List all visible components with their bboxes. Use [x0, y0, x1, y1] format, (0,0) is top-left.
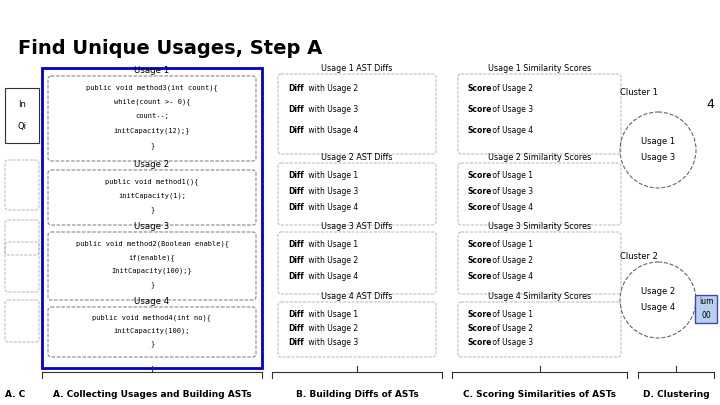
- Text: Cluster 1: Cluster 1: [620, 88, 658, 97]
- Text: In: In: [18, 100, 26, 109]
- Text: with Usage 3: with Usage 3: [306, 105, 359, 114]
- Text: of Usage 1: of Usage 1: [490, 240, 533, 249]
- Text: Usage 3 AST Diffs: Usage 3 AST Diffs: [321, 222, 392, 231]
- Text: Diff: Diff: [288, 324, 304, 333]
- Text: count--;: count--;: [135, 113, 169, 119]
- Text: of Usage 2: of Usage 2: [490, 256, 533, 265]
- Text: Diff: Diff: [288, 171, 304, 180]
- Text: Score: Score: [468, 187, 492, 196]
- Text: A. Collecting Usages and Building ASTs: A. Collecting Usages and Building ASTs: [53, 390, 251, 399]
- Text: initCapacity(1);: initCapacity(1);: [118, 192, 186, 199]
- Text: Find Unique Usages, Step A: Find Unique Usages, Step A: [18, 38, 323, 58]
- Text: public void method2(Boolean enable){: public void method2(Boolean enable){: [76, 240, 228, 247]
- Text: initCapacity(100);: initCapacity(100);: [114, 327, 190, 334]
- Text: A. C: A. C: [5, 390, 25, 399]
- Text: with Usage 4: with Usage 4: [306, 126, 359, 135]
- Text: Usage 4: Usage 4: [641, 303, 675, 313]
- Text: of Usage 3: of Usage 3: [490, 105, 533, 114]
- Text: while(count >- 0){: while(count >- 0){: [114, 99, 190, 105]
- Text: of Usage 3: of Usage 3: [490, 187, 533, 196]
- Text: }: }: [150, 206, 154, 213]
- Text: InitCapacity(100);}: InitCapacity(100);}: [112, 268, 192, 275]
- Text: of Usage 4: of Usage 4: [490, 203, 533, 212]
- Text: of Usage 1: of Usage 1: [490, 171, 533, 180]
- Text: Diff: Diff: [288, 105, 304, 114]
- Text: Diff: Diff: [288, 84, 304, 93]
- Text: Diff: Diff: [288, 187, 304, 196]
- Text: with Usage 3: with Usage 3: [306, 338, 359, 347]
- Text: with Usage 4: with Usage 4: [306, 272, 359, 281]
- Text: with Usage 2: with Usage 2: [306, 84, 358, 93]
- Text: Score: Score: [468, 338, 492, 347]
- Text: Usage 4 Similarity Scores: Usage 4 Similarity Scores: [488, 292, 591, 301]
- Text: Usage 1: Usage 1: [135, 66, 170, 75]
- Text: Diff: Diff: [288, 272, 304, 281]
- Text: with Usage 1: with Usage 1: [306, 310, 358, 319]
- Text: with Usage 2: with Usage 2: [306, 324, 358, 333]
- Text: if(enable){: if(enable){: [129, 254, 176, 261]
- Text: C. Scoring Similarities of ASTs: C. Scoring Similarities of ASTs: [463, 390, 616, 399]
- Text: Usage 3: Usage 3: [641, 153, 675, 162]
- Text: with Usage 1: with Usage 1: [306, 171, 358, 180]
- Text: Diff: Diff: [288, 126, 304, 135]
- Text: Qi: Qi: [17, 122, 27, 131]
- Text: }: }: [150, 281, 154, 288]
- Text: of Usage 1: of Usage 1: [490, 310, 533, 319]
- Text: Usage 3 Similarity Scores: Usage 3 Similarity Scores: [488, 222, 591, 231]
- Text: of Usage 4: of Usage 4: [490, 126, 533, 135]
- Text: }: }: [150, 142, 154, 149]
- Text: Diff: Diff: [288, 203, 304, 212]
- Text: public void method1(){: public void method1(){: [105, 178, 199, 185]
- Text: of Usage 3: of Usage 3: [490, 338, 533, 347]
- Text: ium: ium: [698, 298, 714, 307]
- Text: of Usage 2: of Usage 2: [490, 324, 533, 333]
- Text: Score: Score: [468, 256, 492, 265]
- Text: Usage 4 AST Diffs: Usage 4 AST Diffs: [321, 292, 392, 301]
- Text: Usage 1 Similarity Scores: Usage 1 Similarity Scores: [488, 64, 591, 73]
- Text: Usage 2 AST Diffs: Usage 2 AST Diffs: [321, 153, 392, 162]
- Text: Diff: Diff: [288, 310, 304, 319]
- Text: Diff: Diff: [288, 256, 304, 265]
- Text: Usage 2: Usage 2: [641, 288, 675, 296]
- Text: 00: 00: [701, 311, 711, 320]
- Text: public void method3(int count){: public void method3(int count){: [86, 84, 218, 91]
- Text: with Usage 2: with Usage 2: [306, 256, 358, 265]
- Text: 4: 4: [706, 98, 714, 111]
- Text: Score: Score: [468, 272, 492, 281]
- Text: Score: Score: [468, 240, 492, 249]
- Text: Score: Score: [468, 84, 492, 93]
- Text: Score: Score: [468, 126, 492, 135]
- Text: Usage 4: Usage 4: [135, 297, 170, 306]
- FancyBboxPatch shape: [695, 295, 717, 323]
- Text: }: }: [150, 340, 154, 347]
- Text: Usage 2 Similarity Scores: Usage 2 Similarity Scores: [488, 153, 591, 162]
- Text: Cluster 2: Cluster 2: [620, 252, 658, 261]
- Text: Score: Score: [468, 171, 492, 180]
- Text: Score: Score: [468, 324, 492, 333]
- Text: Score: Score: [468, 310, 492, 319]
- Text: public void method4(int no){: public void method4(int no){: [92, 315, 212, 322]
- Text: Usage 1: Usage 1: [641, 138, 675, 147]
- Text: Usage 3: Usage 3: [135, 222, 170, 231]
- Text: Diff: Diff: [288, 240, 304, 249]
- Text: Score: Score: [468, 203, 492, 212]
- Text: D. Clustering: D. Clustering: [643, 390, 709, 399]
- Text: Diff: Diff: [288, 338, 304, 347]
- Text: with Usage 1: with Usage 1: [306, 240, 358, 249]
- Text: Usage 2: Usage 2: [135, 160, 170, 169]
- Text: Score: Score: [468, 105, 492, 114]
- Text: of Usage 4: of Usage 4: [490, 272, 533, 281]
- Text: Usage 1 AST Diffs: Usage 1 AST Diffs: [321, 64, 392, 73]
- Text: of Usage 2: of Usage 2: [490, 84, 533, 93]
- Text: initCapacity(12);}: initCapacity(12);}: [114, 128, 190, 134]
- Text: B. Building Diffs of ASTs: B. Building Diffs of ASTs: [296, 390, 418, 399]
- Text: with Usage 4: with Usage 4: [306, 203, 359, 212]
- Text: with Usage 3: with Usage 3: [306, 187, 359, 196]
- Bar: [42, 68, 262, 368]
